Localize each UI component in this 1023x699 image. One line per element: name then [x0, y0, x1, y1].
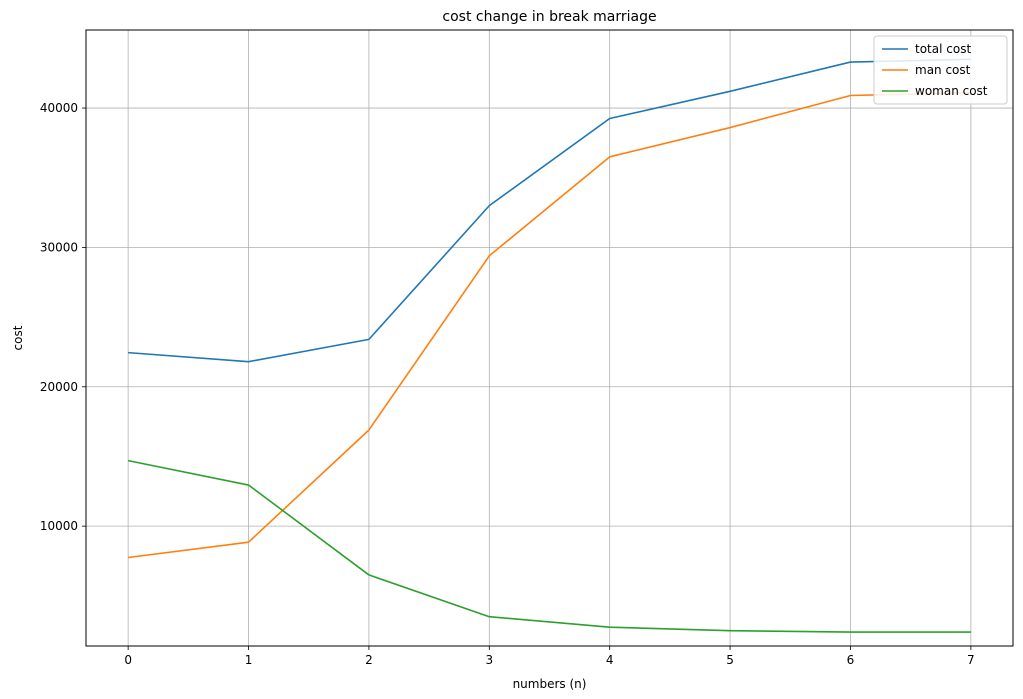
legend: total cost man cost woman cost: [873, 35, 1008, 105]
y-tick-label: 30000: [40, 240, 78, 254]
y-tick-label: 40000: [40, 101, 78, 115]
series-lines: [127, 58, 971, 633]
legend-label: total cost: [915, 42, 971, 56]
series-line-total-cost: [128, 58, 971, 363]
chart-title: cost change in break marriage: [442, 9, 656, 25]
x-tick-label: 6: [847, 653, 855, 667]
x-tick-label: 2: [365, 653, 373, 667]
x-tick-label: 4: [606, 653, 614, 667]
series-line-woman-cost: [127, 459, 971, 633]
series-line-man-cost: [128, 91, 971, 559]
y-tick-label: 20000: [40, 380, 78, 394]
x-axis-label: numbers (n): [513, 677, 587, 691]
x-tick-label: 5: [726, 653, 734, 667]
legend-box: [873, 35, 1008, 105]
x-tick-label: 3: [485, 653, 493, 667]
grid: [86, 30, 1013, 646]
legend-label: woman cost: [915, 84, 988, 98]
y-tick-label: 10000: [40, 519, 78, 533]
x-tick-label: 1: [245, 653, 253, 667]
legend-label: man cost: [915, 63, 971, 77]
plot-frame: [85, 29, 1014, 647]
x-axis-ticks: 0 1 2 3 4 5 6 7: [124, 646, 975, 667]
x-tick-label: 0: [124, 653, 132, 667]
y-axis-ticks: 10000 20000 30000 40000: [40, 101, 86, 533]
x-tick-label: 7: [967, 653, 975, 667]
y-axis-label: cost: [11, 325, 25, 350]
